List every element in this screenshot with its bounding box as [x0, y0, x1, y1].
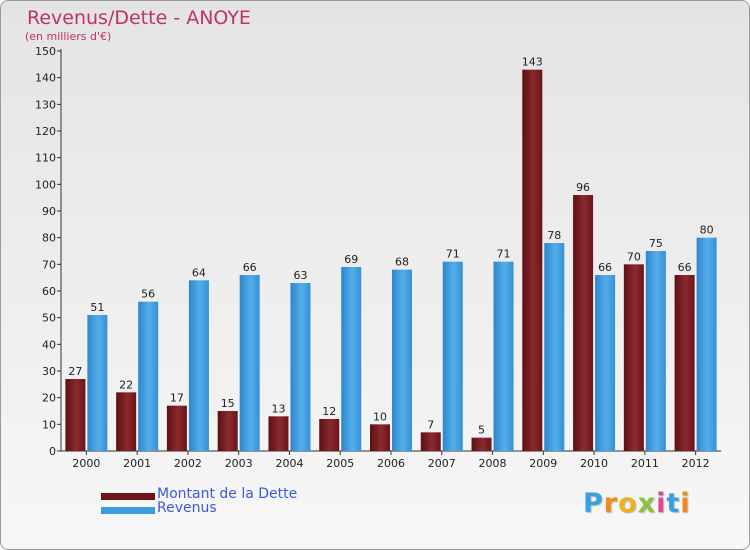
bar-dette [116, 392, 137, 451]
x-tick-label: 2010 [580, 457, 608, 470]
legend-swatch-dette [101, 493, 155, 500]
y-tick-label: 150 [35, 45, 56, 58]
y-tick-label: 30 [42, 365, 56, 378]
logo-letter: i [656, 488, 667, 519]
y-tick-label: 130 [35, 98, 56, 111]
data-label-dette: 15 [221, 397, 235, 410]
bar-revenus [138, 301, 159, 451]
data-label-revenus: 51 [90, 301, 104, 314]
y-tick-label: 0 [49, 445, 56, 458]
chart-subtitle: (en milliers d'€) [25, 30, 112, 43]
data-label-dette: 66 [678, 261, 692, 274]
y-tick-label: 110 [35, 152, 56, 165]
data-label-dette: 27 [68, 365, 82, 378]
bar-dette [268, 416, 289, 451]
x-tick-label: 2008 [479, 457, 507, 470]
data-label-revenus: 66 [598, 261, 612, 274]
bar-revenus [290, 283, 311, 451]
bar-revenus [696, 237, 717, 451]
data-label-revenus: 56 [141, 288, 155, 301]
data-label-dette: 10 [373, 410, 387, 423]
y-tick-label: 90 [42, 205, 56, 218]
bar-dette [573, 195, 594, 451]
bar-dette [319, 419, 340, 451]
y-tick-label: 20 [42, 392, 56, 405]
data-label-dette: 17 [170, 392, 184, 405]
legend-swatch-revenus [101, 507, 155, 514]
data-label-revenus: 69 [344, 253, 358, 266]
data-label-dette: 143 [522, 56, 543, 69]
bar-dette [217, 411, 238, 451]
bar-revenus [188, 280, 209, 451]
y-tick-label: 60 [42, 285, 56, 298]
logo-letter: x [637, 488, 657, 519]
x-tick-label: 2003 [225, 457, 253, 470]
bar-dette [674, 275, 695, 451]
data-label-revenus: 64 [192, 266, 206, 279]
x-tick-label: 2001 [123, 457, 151, 470]
data-label-dette: 13 [271, 402, 285, 415]
bar-revenus [341, 267, 362, 451]
data-label-dette: 5 [478, 424, 485, 437]
bar-dette [522, 69, 543, 452]
chart-title: Revenus/Dette - ANOYE [27, 7, 251, 29]
bar-dette [166, 405, 187, 451]
x-tick-label: 2005 [326, 457, 354, 470]
bar-dette [65, 379, 86, 451]
x-tick-label: 2012 [682, 457, 710, 470]
proxiti-logo: Proxiti [583, 488, 691, 519]
y-tick-label: 10 [42, 418, 56, 431]
logo-letter: i [680, 488, 691, 519]
x-tick-label: 2000 [72, 457, 100, 470]
data-label-dette: 12 [322, 405, 336, 418]
y-tick-label: 100 [35, 178, 56, 191]
data-label-revenus: 78 [547, 229, 561, 242]
data-label-revenus: 66 [243, 261, 257, 274]
logo-letter: o [618, 488, 638, 519]
legend-label-dette: Montant de la Dette [157, 486, 298, 502]
bar-revenus [392, 269, 412, 451]
x-tick-label: 2002 [174, 457, 202, 470]
x-tick-label: 2004 [275, 457, 303, 470]
bar-revenus [493, 261, 514, 451]
legend-label-revenus: Revenus [157, 500, 217, 516]
y-tick-label: 40 [42, 338, 56, 351]
data-label-revenus: 80 [700, 224, 714, 237]
data-label-revenus: 71 [446, 248, 460, 261]
y-tick-label: 120 [35, 125, 56, 138]
data-label-revenus: 63 [293, 269, 307, 282]
data-label-dette: 7 [427, 418, 434, 431]
data-label-dette: 70 [627, 250, 641, 263]
bar-dette [420, 432, 441, 451]
y-tick-label: 140 [35, 72, 56, 85]
y-tick-label: 80 [42, 232, 56, 245]
data-label-revenus: 68 [395, 256, 409, 269]
bar-revenus [595, 275, 616, 451]
x-tick-label: 2006 [377, 457, 405, 470]
bar-dette [471, 437, 492, 451]
x-tick-label: 2011 [631, 457, 659, 470]
logo-letter: t [666, 488, 681, 519]
bar-dette [623, 264, 644, 451]
data-label-revenus: 71 [497, 248, 511, 261]
y-tick-label: 70 [42, 258, 56, 271]
bar-revenus [544, 243, 565, 451]
data-label-revenus: 75 [649, 237, 663, 250]
x-tick-label: 2009 [529, 457, 557, 470]
bar-revenus [87, 315, 108, 451]
logo-letter: r [603, 488, 619, 519]
bar-revenus [442, 261, 463, 451]
bar-revenus [645, 251, 666, 451]
x-tick-label: 2007 [428, 457, 456, 470]
y-tick-label: 50 [42, 312, 56, 325]
bar-revenus [239, 275, 260, 451]
data-label-dette: 96 [576, 181, 590, 194]
logo-letter: P [583, 488, 604, 519]
data-label-dette: 22 [119, 378, 133, 391]
bar-dette [370, 424, 390, 451]
